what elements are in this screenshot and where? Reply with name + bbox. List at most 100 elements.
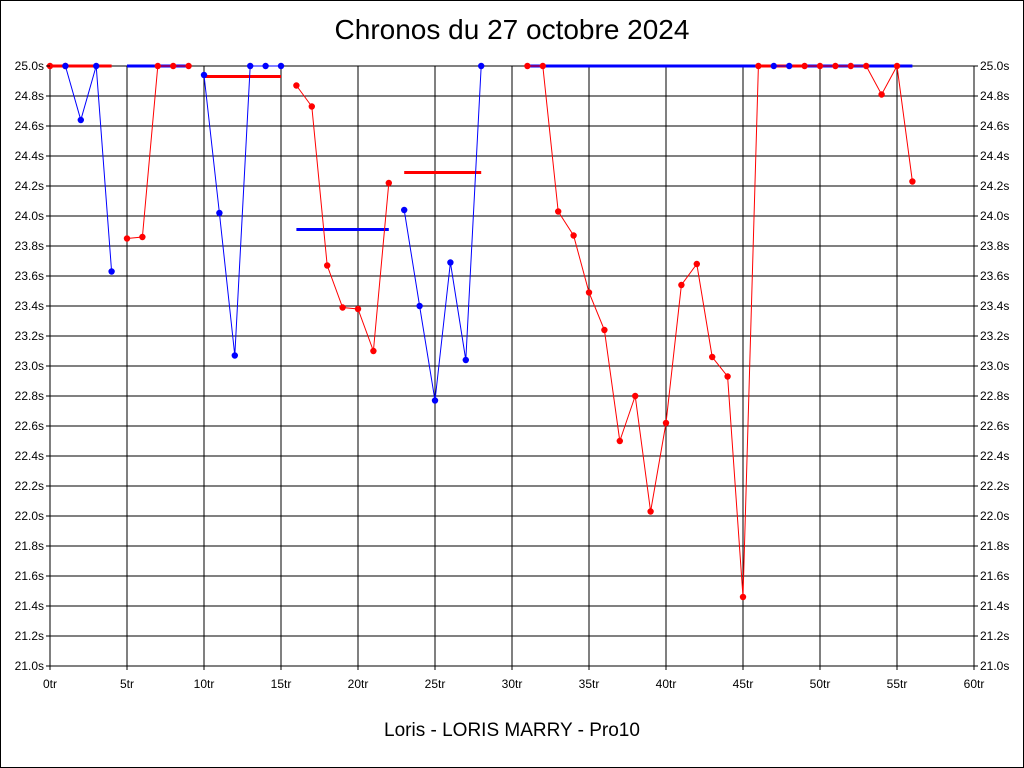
series-line-red [527,65,759,598]
x-tick-label: 60tr [964,677,985,691]
data-point-blue [401,206,408,214]
data-point-red [154,62,161,70]
axes [46,65,978,670]
y-tick-label-left: 22.6s [15,419,44,433]
data-point-red [878,91,885,98]
data-point-red [555,208,562,215]
x-tick-label: 15tr [271,677,292,691]
y-tick-label-right: 24.4s [980,149,1009,163]
x-tick-label: 0tr [43,677,57,691]
y-tick-label-left: 23.2s [15,329,44,343]
y-tick-labels: 21.0s 21.0s 21.2s 21.2s 21.4s 21.4s 21.6s 21.6s… [15,59,1010,673]
data-point-red [139,233,146,241]
data-point-red [170,62,177,70]
x-tick-label: 30tr [502,677,523,691]
y-tick-label-right: 24.8s [980,89,1009,103]
x-tick-label: 5tr [120,677,134,691]
series-line-red [126,65,189,239]
y-tick-label-right: 21.4s [980,599,1009,613]
y-tick-label-right: 22.6s [980,419,1009,433]
y-tick-label-right: 23.2s [980,329,1009,343]
x-tick-label: 55tr [887,677,908,691]
data-point-blue [108,268,115,275]
data-point-blue [231,352,238,359]
data-point-red [123,235,131,242]
data-point-blue [447,259,454,266]
y-tick-label-left: 21.4s [15,599,44,613]
data-point-blue [416,302,423,310]
data-point-red [385,179,392,187]
data-point-red [909,178,916,185]
data-point-blue [216,209,223,217]
chart-subtitle: Loris - LORIS MARRY - Pro10 [384,720,640,741]
y-tick-label-right: 24.2s [980,179,1009,193]
y-tick-label-left: 24.8s [15,89,44,103]
x-tick-label: 20tr [348,677,369,691]
data-point-red [863,62,870,70]
y-tick-label-right: 21.6s [980,569,1009,583]
y-tick-label-left: 21.0s [15,659,44,673]
y-tick-label-right: 23.4s [980,299,1009,313]
y-tick-label-right: 21.0s [980,659,1009,673]
data-point-red [847,62,854,70]
data-point-red [308,103,315,110]
data-point-red [585,289,593,296]
y-tick-label-left: 24.2s [15,179,44,193]
data-point-blue [786,62,793,70]
data-point-blue [93,62,100,70]
y-tick-label-left: 23.4s [15,299,44,313]
series-lines [50,64,913,598]
data-point-blue [431,397,439,404]
data-point-red [647,508,654,515]
y-tick-label-left: 24.4s [15,149,44,163]
y-tick-label-right: 23.8s [980,239,1009,253]
y-tick-label-left: 24.6s [15,119,44,133]
data-point-red [709,353,716,361]
data-point-red [893,62,901,70]
data-point-red [616,437,623,445]
data-point-red [570,232,577,239]
data-point-red [539,62,546,70]
series-line-blue [64,65,113,272]
x-tick-labels: 0tr 5tr 10tr 15tr 20tr 25tr 30tr 35tr 40tr 45tr 50… [43,677,984,691]
data-point-red [324,262,331,269]
data-point-red [524,62,531,70]
x-tick-label: 45tr [733,677,754,691]
grid-lines [49,65,975,667]
data-point-red [739,593,747,601]
series-line-red [295,85,390,352]
data-point-blue [462,356,469,364]
y-tick-label-right: 21.8s [980,539,1009,553]
y-tick-label-right: 22.4s [980,449,1009,463]
y-tick-label-left: 24.0s [15,209,44,223]
data-point-blue [62,62,69,70]
y-tick-label-right: 23.6s [980,269,1009,283]
y-tick-label-right: 23.0s [980,359,1009,373]
y-tick-label-left: 23.6s [15,269,44,283]
y-tick-label-left: 25.0s [15,59,44,73]
y-tick-label-right: 24.6s [980,119,1009,133]
y-tick-label-left: 21.2s [15,629,44,643]
series-line-red [804,64,913,182]
data-point-red [354,305,362,313]
series-line-blue [203,65,281,356]
y-tick-label-left: 22.4s [15,449,44,463]
y-tick-label-left: 22.8s [15,389,44,403]
data-point-red [755,62,762,70]
data-point-red [678,281,685,289]
data-point-blue [200,71,208,79]
y-tick-label-left: 23.8s [15,239,44,253]
data-point-red [293,82,300,89]
y-tick-label-left: 22.2s [15,479,44,493]
data-point-red [370,347,377,355]
data-point-red [816,62,824,70]
y-tick-label-right: 24.0s [980,209,1009,223]
data-point-red [185,62,192,70]
data-point-red [662,419,670,427]
x-tick-label: 40tr [656,677,677,691]
data-point-red [632,392,639,400]
y-tick-label-right: 22.8s [980,389,1009,403]
data-point-blue [77,116,85,124]
y-tick-label-right: 21.2s [980,629,1009,643]
